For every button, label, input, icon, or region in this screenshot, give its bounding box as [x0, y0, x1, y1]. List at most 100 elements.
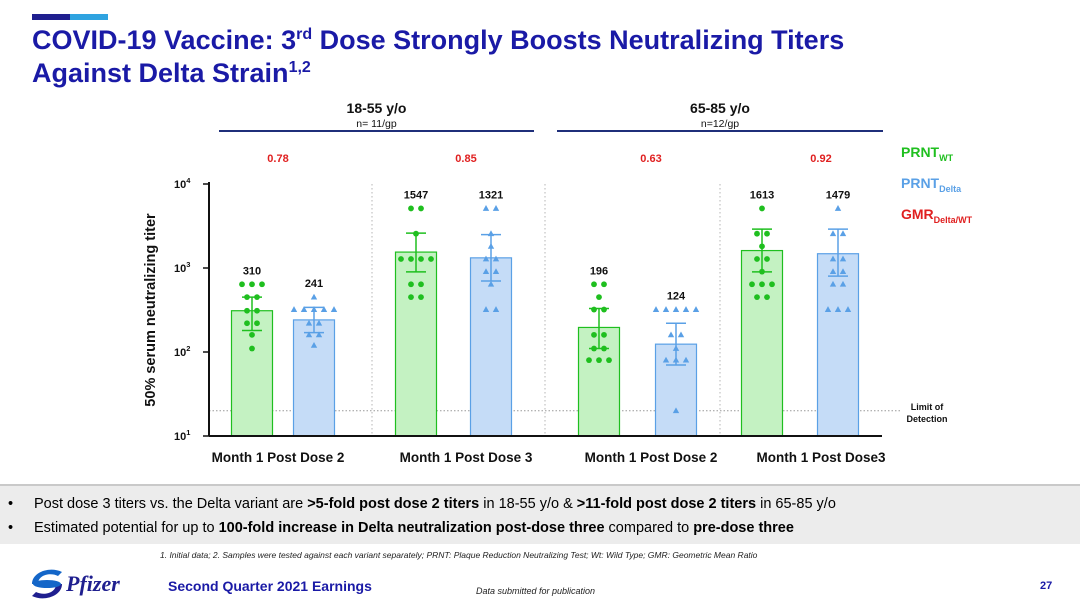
- data-point-wt: [769, 281, 775, 288]
- gmr-value: 0.92: [810, 153, 831, 165]
- data-point-wt: [754, 256, 760, 262]
- legend-entry: GMRDelta/WT: [901, 206, 973, 225]
- data-point-wt: [244, 307, 250, 314]
- data-point-wt: [239, 281, 245, 288]
- bar-delta: [292, 319, 336, 437]
- slide-title: COVID-19 Vaccine: 3rd Dose Strongly Boos…: [32, 24, 1032, 90]
- data-point-delta: [672, 306, 680, 312]
- data-point-delta: [482, 306, 490, 312]
- data-point-delta: [492, 255, 500, 262]
- y-tick-exponent: 4: [186, 176, 191, 185]
- y-tick-base: 10: [174, 347, 186, 359]
- logo-swoosh-center: [33, 580, 61, 588]
- age-group-sample-size: n= 11/gp: [356, 118, 397, 130]
- data-point-delta: [844, 306, 852, 312]
- data-point-delta: [310, 293, 318, 300]
- data-point-wt: [754, 230, 760, 237]
- y-tick-exponent: 2: [186, 344, 190, 353]
- data-point-wt: [408, 281, 414, 288]
- legend-label: PRNT: [901, 175, 940, 191]
- bar-value-label: 196: [590, 265, 608, 277]
- data-point-wt: [596, 294, 602, 301]
- data-point-wt: [254, 294, 260, 301]
- data-point-delta: [330, 306, 338, 312]
- legend-label: GMR: [901, 206, 934, 222]
- key-point-text: in 65-85 y/o: [756, 496, 836, 512]
- bar-value-label: 310: [243, 265, 261, 277]
- bar-value-label: 1547: [404, 189, 428, 201]
- data-point-wt: [749, 281, 755, 288]
- data-point-delta: [487, 230, 495, 237]
- key-point-1: Post dose 3 titers vs. the Delta variant…: [0, 492, 1080, 516]
- y-tick-base: 10: [174, 263, 186, 275]
- timepoint-label: Month 1 Post Dose 2: [212, 450, 345, 465]
- data-point-wt: [408, 294, 414, 301]
- data-point-wt: [601, 345, 607, 352]
- data-point-delta: [300, 306, 308, 312]
- data-point-delta: [829, 230, 837, 237]
- data-point-delta: [829, 255, 837, 262]
- bar-wt: [740, 249, 784, 437]
- legend-subscript: WT: [939, 153, 953, 163]
- key-point-text: in 18-55 y/o &: [479, 496, 577, 512]
- data-point-delta: [682, 306, 690, 312]
- data-point-delta: [492, 205, 500, 211]
- footer-note: Data submitted for publication: [476, 586, 596, 596]
- data-point-wt: [764, 294, 770, 301]
- bar-wt: [230, 310, 274, 437]
- data-point-delta: [677, 331, 685, 338]
- data-point-wt: [418, 205, 424, 212]
- accent-bar-dark: [32, 14, 70, 20]
- bar-value-label: 1479: [826, 189, 850, 201]
- logo-wordmark: Pfizer: [65, 571, 120, 596]
- data-point-wt: [413, 230, 419, 237]
- data-point-wt: [244, 320, 250, 327]
- data-point-wt: [418, 294, 424, 301]
- footnote: 1. Initial data; 2. Samples were tested …: [160, 550, 758, 560]
- data-point-delta: [682, 356, 690, 363]
- data-point-wt: [759, 205, 765, 212]
- data-point-delta: [310, 306, 318, 312]
- data-point-delta: [839, 255, 847, 262]
- key-point-emphasis: 100-fold increase in Delta neutralizatio…: [218, 520, 605, 536]
- y-tick-exponent: 3: [186, 260, 190, 269]
- data-point-delta: [839, 268, 847, 275]
- key-points-box: Post dose 3 titers vs. the Delta variant…: [0, 484, 1080, 544]
- y-tick-label: 101: [174, 428, 190, 443]
- title-text-part1: COVID-19 Vaccine: 3: [32, 25, 297, 55]
- data-point-delta: [839, 230, 847, 237]
- data-point-wt: [601, 306, 607, 313]
- gmr-value: 0.85: [455, 153, 476, 165]
- data-point-delta: [320, 306, 328, 312]
- data-point-wt: [244, 294, 250, 301]
- data-point-delta: [662, 306, 670, 312]
- y-tick-label: 103: [174, 260, 190, 275]
- data-point-wt: [428, 256, 434, 262]
- data-point-wt: [764, 256, 770, 262]
- data-point-delta: [482, 255, 490, 262]
- y-tick-label: 102: [174, 344, 190, 359]
- data-point-wt: [764, 230, 770, 237]
- data-point-wt: [249, 331, 255, 338]
- title-superscript: rd: [296, 26, 313, 43]
- bar-delta: [816, 253, 860, 437]
- data-point-wt: [408, 205, 414, 212]
- logo-swoosh-top: [32, 569, 62, 584]
- data-point-delta: [834, 205, 842, 211]
- y-tick-base: 10: [174, 179, 186, 191]
- data-point-delta: [482, 205, 490, 211]
- footer-title: Second Quarter 2021 Earnings: [168, 578, 372, 594]
- data-point-delta: [315, 319, 323, 326]
- gmr-value: 0.63: [640, 153, 661, 165]
- data-point-delta: [290, 306, 298, 312]
- data-point-wt: [408, 256, 414, 262]
- data-point-wt: [586, 357, 592, 364]
- data-point-wt: [249, 345, 255, 352]
- data-point-wt: [759, 281, 765, 288]
- timepoint-label: Month 1 Post Dose 3: [400, 450, 533, 465]
- data-point-delta: [667, 331, 675, 338]
- data-point-delta: [487, 242, 495, 249]
- data-point-delta: [492, 268, 500, 275]
- bar-value-label: 124: [667, 291, 686, 303]
- data-point-wt: [591, 345, 597, 352]
